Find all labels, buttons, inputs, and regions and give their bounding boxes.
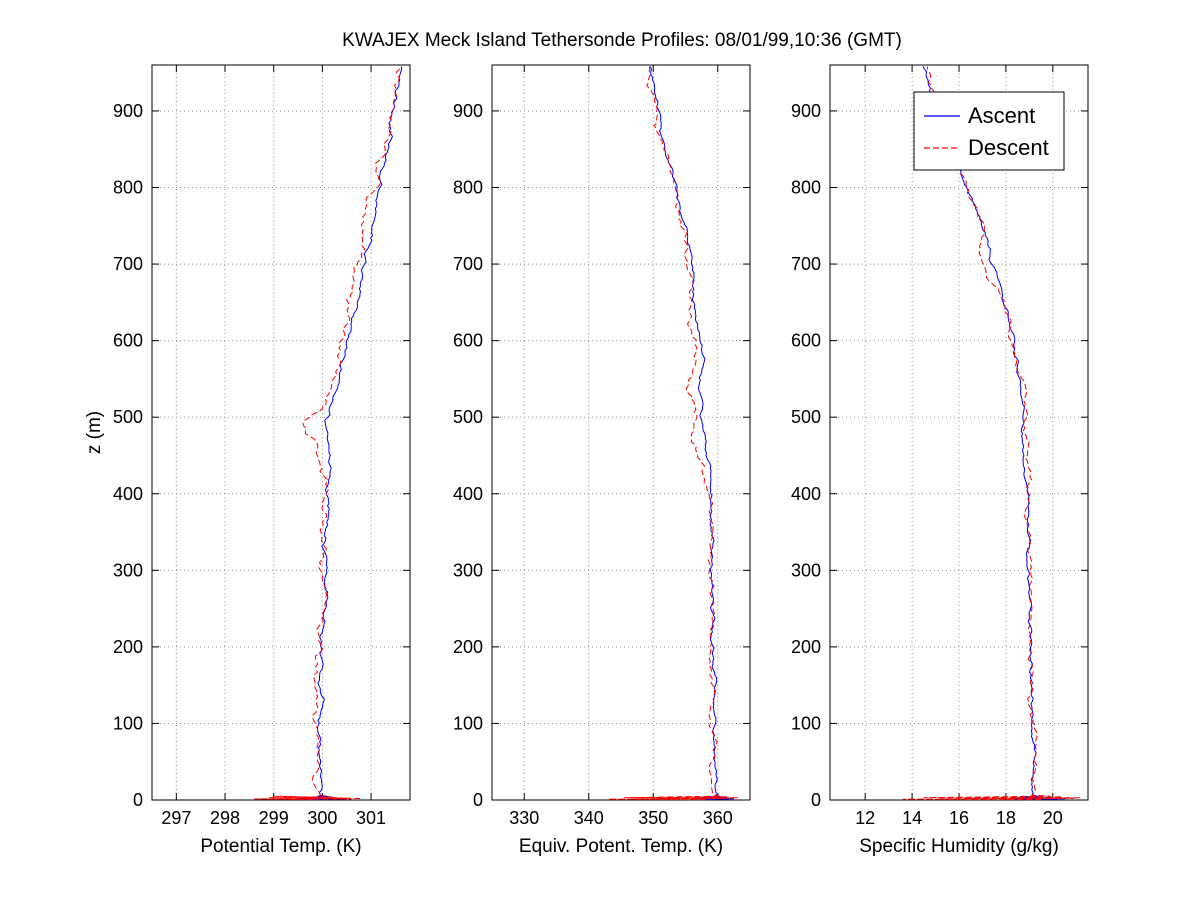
- y-tick-label: 400: [113, 484, 143, 504]
- y-tick-label: 600: [453, 331, 483, 351]
- y-tick-label: 900: [791, 101, 821, 121]
- y-tick-label: 700: [791, 254, 821, 274]
- x-tick-label: 18: [996, 808, 1016, 828]
- y-tick-label: 200: [113, 637, 143, 657]
- x-axis-label: Equiv. Potent. Temp. (K): [519, 836, 723, 857]
- y-tick-label: 100: [113, 713, 143, 733]
- x-tick-label: 14: [902, 808, 922, 828]
- y-tick-label: 500: [113, 407, 143, 427]
- y-tick-label: 400: [791, 484, 821, 504]
- x-tick-label: 299: [259, 808, 289, 828]
- y-tick-label: 0: [473, 790, 483, 810]
- y-tick-label: 500: [791, 407, 821, 427]
- panel-potential-temp: 297 298 299 300 301 0 100 200 300 400 500 600 700 800…: [84, 64, 411, 857]
- y-tick-label: 200: [791, 637, 821, 657]
- x-tick-label: 340: [574, 808, 604, 828]
- y-tick-label: 300: [113, 560, 143, 580]
- descent-line-specific-humidity: [902, 66, 1082, 801]
- y-tick-label: 800: [791, 178, 821, 198]
- y-tick-label: 100: [791, 713, 821, 733]
- y-tick-label: 400: [453, 484, 483, 504]
- x-axis-label: Specific Humidity (g/kg): [859, 836, 1059, 857]
- x-tick-label: 300: [307, 808, 337, 828]
- y-tick-label: 0: [811, 790, 821, 810]
- y-tick-label: 200: [453, 637, 483, 657]
- y-tick-label: 100: [453, 713, 483, 733]
- legend-box: [913, 91, 1065, 171]
- x-tick-label: 350: [638, 808, 668, 828]
- chart-title: KWAJEX Meck Island Tethersonde Profiles:…: [342, 30, 902, 51]
- y-tick-label: 300: [791, 560, 821, 580]
- y-tick-label: 0: [133, 790, 143, 810]
- panel-specific-humidity: 12 14 16 18 200100200300400500600700800900Sp…: [791, 64, 1089, 857]
- axes-box: [151, 64, 411, 801]
- y-tick-label: 700: [113, 254, 143, 274]
- y-axis-label: z (m): [84, 411, 105, 454]
- legend-label-descent: Descent: [968, 135, 1049, 160]
- legend: Ascent Descent: [913, 91, 1065, 171]
- x-tick-label: 298: [210, 808, 240, 828]
- y-tick-label: 600: [791, 331, 821, 351]
- axes-box: [491, 64, 751, 801]
- y-tick-label: 700: [453, 254, 483, 274]
- x-tick-label: 16: [949, 808, 969, 828]
- x-tick-label: 360: [703, 808, 733, 828]
- x-tick-label: 20: [1043, 808, 1063, 828]
- y-tick-label: 900: [113, 101, 143, 121]
- descent-line-equiv-potent-temp: [608, 66, 739, 801]
- x-tick-label: 12: [855, 808, 875, 828]
- ascent-line-equiv-potent-temp: [649, 66, 734, 801]
- y-tick-label: 900: [453, 101, 483, 121]
- y-tick-label: 300: [453, 560, 483, 580]
- x-tick-label: 301: [356, 808, 386, 828]
- ascent-line-potential-temp: [297, 66, 403, 801]
- panel-equiv-potent-temp: 330 340 350 360 0 100 200 300 400 500 600 700 800 900…: [453, 64, 751, 857]
- y-tick-label: 800: [113, 178, 143, 198]
- x-axis-label: Potential Temp. (K): [200, 836, 361, 857]
- ascent-line-specific-humidity: [922, 66, 1065, 801]
- y-tick-label: 800: [453, 178, 483, 198]
- y-tick-label: 600: [113, 331, 143, 351]
- x-tick-label: 330: [509, 808, 539, 828]
- x-tick-label: 297: [161, 808, 191, 828]
- legend-label-ascent: Ascent: [968, 103, 1035, 128]
- y-tick-label: 500: [453, 407, 483, 427]
- descent-line-potential-temp: [254, 66, 401, 801]
